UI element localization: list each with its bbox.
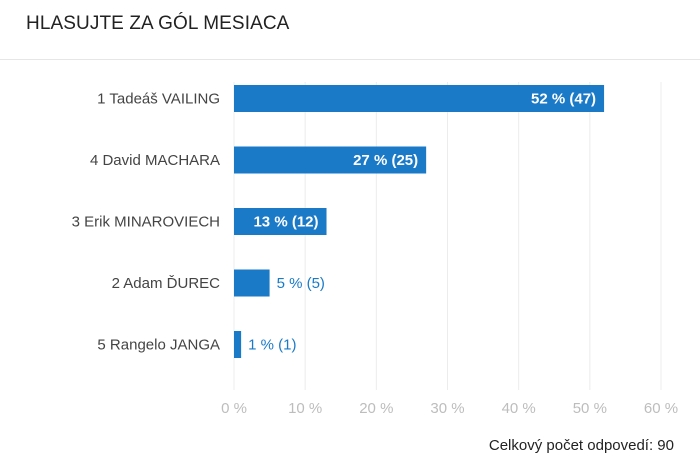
total-responses: Celkový počet odpovedí: 90: [488, 437, 674, 454]
data-label: 52 % (47): [531, 91, 596, 108]
x-tick-label: 10 %: [288, 400, 322, 417]
category-label: 1 Tadeáš VAILING: [97, 91, 220, 108]
bar: [234, 208, 327, 235]
x-tick-label: 20 %: [359, 400, 393, 417]
x-tick-label: 40 %: [502, 400, 536, 417]
bar: [234, 331, 242, 358]
bar: [234, 146, 427, 174]
x-tick-label: 50 %: [573, 400, 607, 417]
category-labels: 1 Tadeáš VAILING 4 David MACHARA 3 Erik MI…: [72, 91, 221, 354]
category-label: 3 Erik MINAROVIECH: [72, 214, 220, 231]
data-label: 5 % (5): [277, 275, 325, 292]
data-labels: 52 % (47) 27 % (25) 13 % (12) 5 % (5) 1 % (1…: [248, 91, 596, 354]
category-label: 4 David MACHARA: [90, 152, 220, 169]
bar: [234, 85, 605, 112]
x-axis-ticks: 0 % 10 % 20 % 30 % 40 % 50 % 60 %: [221, 400, 678, 417]
x-tick-label: 30 %: [430, 400, 464, 417]
category-label: 2 Adam ĎUREC: [112, 275, 221, 292]
bar: [234, 269, 270, 297]
header-divider: [0, 59, 700, 60]
x-tick-label: 60 %: [644, 400, 678, 417]
x-tick-label: 0 %: [221, 400, 247, 417]
page-title: HLASUJTE ZA GÓL MESIACA: [26, 13, 290, 34]
data-label: 27 % (25): [353, 152, 418, 169]
category-label: 5 Rangelo JANGA: [97, 337, 220, 354]
data-label: 1 % (1): [248, 337, 296, 354]
data-label: 13 % (12): [253, 214, 318, 231]
bars: [234, 85, 605, 358]
grid-lines: [233, 82, 662, 390]
